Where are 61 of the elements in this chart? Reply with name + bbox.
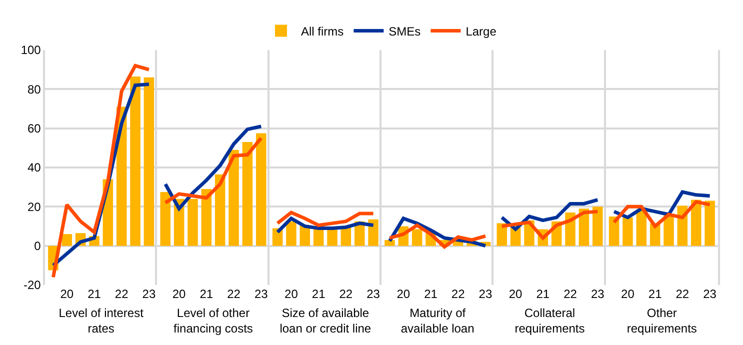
bar xyxy=(144,77,154,246)
x-tick-label: 20 xyxy=(508,287,523,301)
bar xyxy=(242,142,253,246)
x-axis-title: Collateral requirements xyxy=(514,306,585,336)
bar xyxy=(256,133,266,246)
x-axis-title: Maturity of available loan xyxy=(400,306,474,336)
x-axis-title: Level of other financing costs xyxy=(174,306,253,336)
bar xyxy=(368,219,378,246)
x-axis-title: Level of interest rates xyxy=(58,306,144,336)
bar xyxy=(201,189,212,246)
bar xyxy=(496,223,508,246)
bar xyxy=(384,240,395,246)
y-tick-label: 80 xyxy=(27,82,42,96)
x-tick-label: 23 xyxy=(703,287,717,301)
bar xyxy=(327,229,338,246)
bar xyxy=(160,192,171,246)
y-tick-label: -20 xyxy=(24,278,42,292)
x-tick-label: 20 xyxy=(172,287,186,301)
x-tick-label: 22 xyxy=(114,287,129,301)
y-tick-label: 100 xyxy=(20,43,42,58)
bar xyxy=(608,216,620,246)
x-tick-label: 23 xyxy=(478,287,492,301)
y-tick-label: 20 xyxy=(27,200,42,214)
bar xyxy=(412,229,422,246)
x-tick-label: 23 xyxy=(590,287,605,301)
bar xyxy=(313,229,324,246)
bar xyxy=(62,234,72,246)
legend-label: Large xyxy=(466,24,497,38)
legend-label: All firms xyxy=(301,24,344,38)
bar xyxy=(592,206,603,246)
x-tick-label: 21 xyxy=(200,287,214,301)
x-tick-label: 22 xyxy=(451,287,466,301)
y-tick-label: 0 xyxy=(34,239,42,254)
x-tick-label: 22 xyxy=(339,287,353,301)
x-tick-label: 22 xyxy=(227,287,241,301)
legend-label: SMEs xyxy=(388,24,421,38)
bar xyxy=(704,200,715,246)
y-tick-label: 40 xyxy=(27,160,42,175)
x-tick-label: 21 xyxy=(536,287,550,301)
bar xyxy=(188,198,198,246)
bar xyxy=(130,76,140,246)
bar xyxy=(340,227,352,246)
x-tick-label: 20 xyxy=(284,287,298,301)
x-tick-label: 23 xyxy=(254,287,268,301)
x-tick-label: 21 xyxy=(424,287,438,301)
x-tick-label: 23 xyxy=(142,287,156,301)
x-tick-label: 21 xyxy=(648,287,662,301)
x-tick-label: 21 xyxy=(312,287,326,301)
y-tick-label: 60 xyxy=(27,122,42,136)
x-tick-label: 20 xyxy=(621,287,635,301)
x-tick-label: 22 xyxy=(564,287,578,301)
x-axis-title: Size of available loan or credit line xyxy=(280,306,372,336)
x-tick-label: 20 xyxy=(396,287,410,301)
x-axis-title: Other requirements xyxy=(626,306,697,336)
x-tick-label: 23 xyxy=(366,287,380,301)
bar xyxy=(228,150,239,246)
bar xyxy=(286,221,296,246)
bar xyxy=(622,217,633,246)
x-tick-label: 20 xyxy=(60,287,74,301)
x-tick-label: 21 xyxy=(88,287,102,301)
x-tick-label: 22 xyxy=(676,287,690,301)
